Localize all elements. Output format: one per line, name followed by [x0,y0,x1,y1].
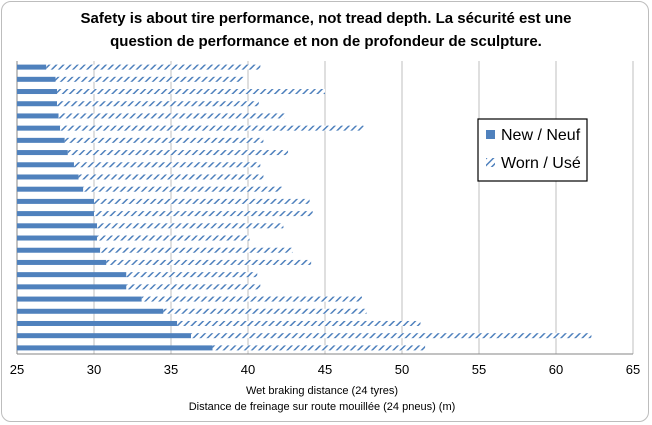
x-axis-label-line-2: Distance de freinage sur route mouillée … [189,401,456,413]
bar-worn [55,76,244,82]
bar-worn [126,272,258,278]
bar-new [17,211,94,217]
bar-new [17,308,164,314]
bar-worn [97,223,284,229]
x-tick-label: 65 [626,362,640,377]
x-tick-label: 40 [241,362,255,377]
bar-worn [60,125,364,131]
legend-swatch-new [486,130,495,139]
bar-new [17,162,74,168]
x-tick-label: 35 [164,362,178,377]
legend-swatch-worn [486,158,495,167]
x-axis-ticks: 25 30 35 40 45 50 55 60 65 [10,362,640,377]
legend: New / Neuf Worn / Usé [477,118,588,182]
bar-new [17,137,65,143]
bar-new [17,125,61,131]
x-tick-label: 60 [549,362,563,377]
bar-new [17,174,79,180]
x-axis-label-line-1: Wet braking distance (24 tyres) [246,385,398,397]
legend-label-worn: Worn / Usé [501,155,581,172]
bar-worn [67,150,289,156]
bar-new [17,64,47,70]
bar-new [17,101,58,107]
bar-worn [83,186,282,192]
bar-worn [100,247,293,253]
bar-new [17,223,98,229]
chart-title-line-1: Safety is about tire performance, not tr… [81,10,572,27]
bar-worn [94,198,310,204]
bar-new [17,259,107,265]
bar-new [17,320,178,326]
gridlines [16,61,634,355]
bar-worn [163,308,367,314]
x-tick-label: 50 [395,362,409,377]
x-tick-label: 55 [472,362,486,377]
legend-box [477,118,588,182]
chart-title-line-2: question de performance et non de profon… [110,33,542,50]
bar-worn [141,296,362,302]
bar-worn [58,113,285,119]
bar-new [17,272,127,278]
bar-new [17,345,213,351]
legend-label-new: New / Neuf [501,127,581,144]
x-tick-label: 25 [10,362,24,377]
bar-new [17,113,59,119]
bar-worn [57,89,325,95]
bar-new [17,284,127,290]
bar-new [17,235,98,241]
bar-worn [64,137,264,143]
bar-worn [97,235,250,241]
bar-worn [212,345,426,351]
bar-worn [73,162,261,168]
bar-new [17,247,101,253]
bar-worn [106,259,312,265]
bar-new [17,333,192,339]
bar-worn [46,64,261,70]
series-new-bars [17,64,213,351]
bar-new [17,186,84,192]
x-tick-label: 30 [87,362,101,377]
series-worn-bars [46,64,592,351]
bar-new [17,89,58,95]
x-tick-label: 45 [318,362,332,377]
bar-new [17,198,94,204]
bar-worn [191,333,592,339]
bar-new [17,150,68,156]
bar-new [17,296,142,302]
bar-new [17,76,56,82]
bar-worn [126,284,261,290]
bar-worn [94,211,313,217]
bar-worn [78,174,264,180]
bar-worn [57,101,259,107]
bar-worn [177,320,421,326]
